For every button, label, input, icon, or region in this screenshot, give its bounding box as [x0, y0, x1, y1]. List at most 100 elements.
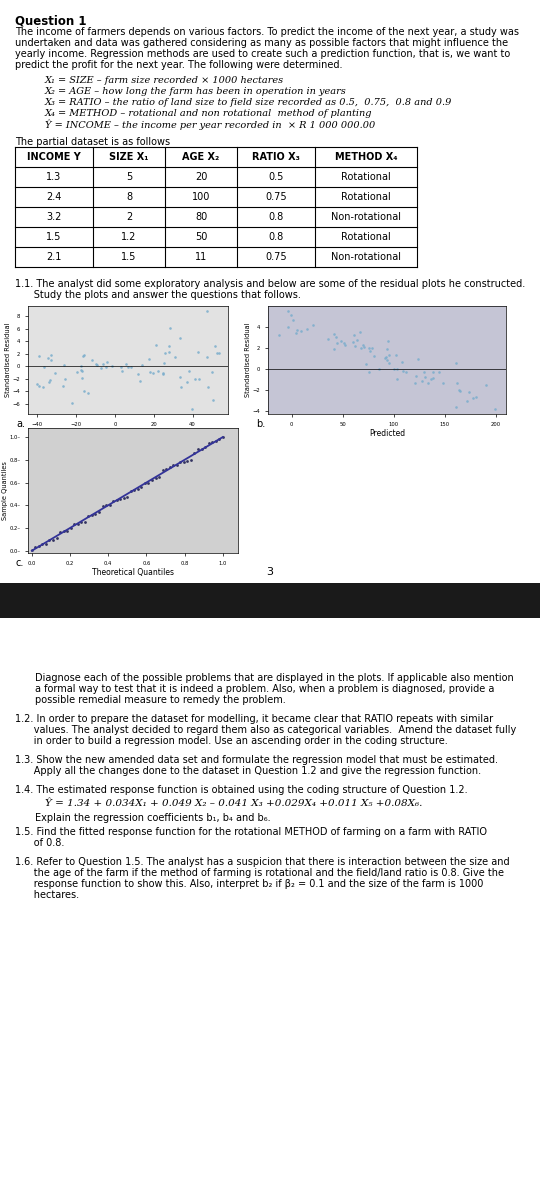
Point [421, 368, 429, 388]
Point [119, 488, 128, 508]
Point [117, 358, 125, 377]
Point [384, 331, 393, 350]
Point [38, 534, 47, 553]
Point [35, 536, 43, 556]
Point [420, 362, 428, 382]
Text: 0.75: 0.75 [265, 252, 287, 262]
Y-axis label: Standardised Residual: Standardised Residual [245, 323, 251, 397]
Point [491, 400, 500, 419]
Point [138, 355, 146, 374]
Point [369, 347, 378, 366]
Point [359, 336, 368, 355]
Point [158, 364, 167, 383]
Point [73, 362, 82, 382]
Point [136, 371, 144, 390]
Point [212, 343, 221, 362]
Point [79, 346, 88, 365]
Point [179, 452, 188, 472]
Point [94, 503, 103, 522]
Point [46, 350, 55, 370]
Text: 0.5: 0.5 [268, 172, 284, 182]
Point [35, 346, 43, 365]
Point [323, 330, 332, 349]
Point [428, 362, 437, 382]
Point [204, 378, 212, 397]
Point [188, 400, 197, 419]
Point [88, 350, 97, 370]
Point [385, 354, 394, 373]
Point [93, 356, 102, 376]
Point [411, 373, 420, 392]
Text: 8: 8 [126, 192, 132, 202]
Point [399, 361, 407, 380]
Point [78, 347, 87, 366]
Point [382, 340, 391, 359]
Point [462, 392, 471, 412]
Point [155, 468, 164, 487]
Point [427, 370, 435, 389]
Point [194, 343, 202, 362]
Point [35, 377, 43, 396]
Point [51, 364, 59, 383]
Point [194, 439, 202, 458]
Point [381, 349, 390, 368]
Text: 100: 100 [192, 192, 210, 202]
Point [98, 497, 107, 516]
Point [165, 457, 174, 476]
Point [292, 323, 301, 342]
Text: b.: b. [256, 419, 265, 428]
Point [197, 439, 206, 458]
Point [127, 358, 136, 377]
Point [169, 455, 178, 474]
Point [208, 362, 217, 382]
Text: Ŷ = 1.34 + 0.034X₁ + 0.049 X₂ – 0.041 X₃ +0.029X₄ +0.011 X₅ +0.08X₆.: Ŷ = 1.34 + 0.034X₁ + 0.049 X₂ – 0.041 X₃… [45, 799, 422, 808]
Text: 1.2: 1.2 [122, 232, 137, 242]
Text: RATIO X₃: RATIO X₃ [252, 152, 300, 162]
Point [393, 370, 401, 389]
Text: 1.3. Show the new amended data set and formulate the regression model that must : 1.3. Show the new amended data set and f… [15, 755, 498, 766]
Point [349, 332, 357, 352]
Point [171, 347, 179, 366]
Point [434, 362, 443, 382]
Text: hectares.: hectares. [15, 890, 79, 900]
Text: a.: a. [16, 419, 25, 428]
Point [134, 364, 143, 383]
Point [78, 368, 87, 388]
Point [382, 347, 390, 366]
Point [133, 480, 142, 499]
Text: 1.1. The analyst did some exploratory analysis and below are some of the residua: 1.1. The analyst did some exploratory an… [15, 278, 525, 289]
Text: 1.5: 1.5 [46, 232, 62, 242]
Text: 20: 20 [195, 172, 207, 182]
Point [214, 343, 223, 362]
Point [390, 360, 399, 379]
Text: INCOME Y: INCOME Y [27, 152, 81, 162]
Point [126, 481, 135, 500]
Point [44, 349, 52, 368]
Point [293, 320, 302, 340]
Point [452, 353, 461, 372]
Text: response function to show this. Also, interpret b₂ if β₂ = 0.1 and the size of t: response function to show this. Also, in… [15, 878, 483, 889]
Point [102, 496, 110, 515]
Text: Non-rotational: Non-rotational [331, 252, 401, 262]
Point [39, 377, 48, 396]
Point [414, 349, 423, 368]
Point [211, 336, 220, 355]
Text: Rotational: Rotational [341, 172, 391, 182]
Text: 2.1: 2.1 [46, 252, 62, 262]
Point [84, 506, 93, 526]
Point [45, 530, 54, 550]
Point [145, 362, 154, 382]
Text: 0.75: 0.75 [265, 192, 287, 202]
Text: X₄ = METHOD – rotational and non rotational  method of planting: X₄ = METHOD – rotational and non rotatio… [45, 109, 373, 118]
Point [144, 474, 153, 493]
Text: Explain the regression coefficients b₁, b₄ and b₆.: Explain the regression coefficients b₁, … [35, 814, 271, 823]
Point [70, 515, 78, 534]
Point [177, 377, 185, 396]
Point [39, 358, 48, 377]
Text: The income of farmers depends on various factors. To predict the income of the n: The income of farmers depends on various… [15, 26, 519, 37]
Text: Question 1: Question 1 [15, 14, 86, 26]
Text: 2.4: 2.4 [46, 192, 62, 202]
Point [191, 368, 200, 388]
Point [366, 342, 374, 361]
Point [58, 377, 67, 396]
